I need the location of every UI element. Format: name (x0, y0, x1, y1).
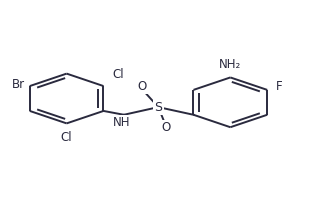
Text: Cl: Cl (61, 131, 73, 144)
Text: NH: NH (113, 116, 130, 129)
Text: Cl: Cl (113, 68, 124, 81)
Text: O: O (137, 80, 147, 93)
Text: S: S (154, 101, 162, 114)
Text: NH₂: NH₂ (219, 58, 241, 71)
Text: O: O (162, 121, 171, 134)
Text: F: F (275, 80, 282, 93)
Text: Br: Br (12, 78, 25, 91)
